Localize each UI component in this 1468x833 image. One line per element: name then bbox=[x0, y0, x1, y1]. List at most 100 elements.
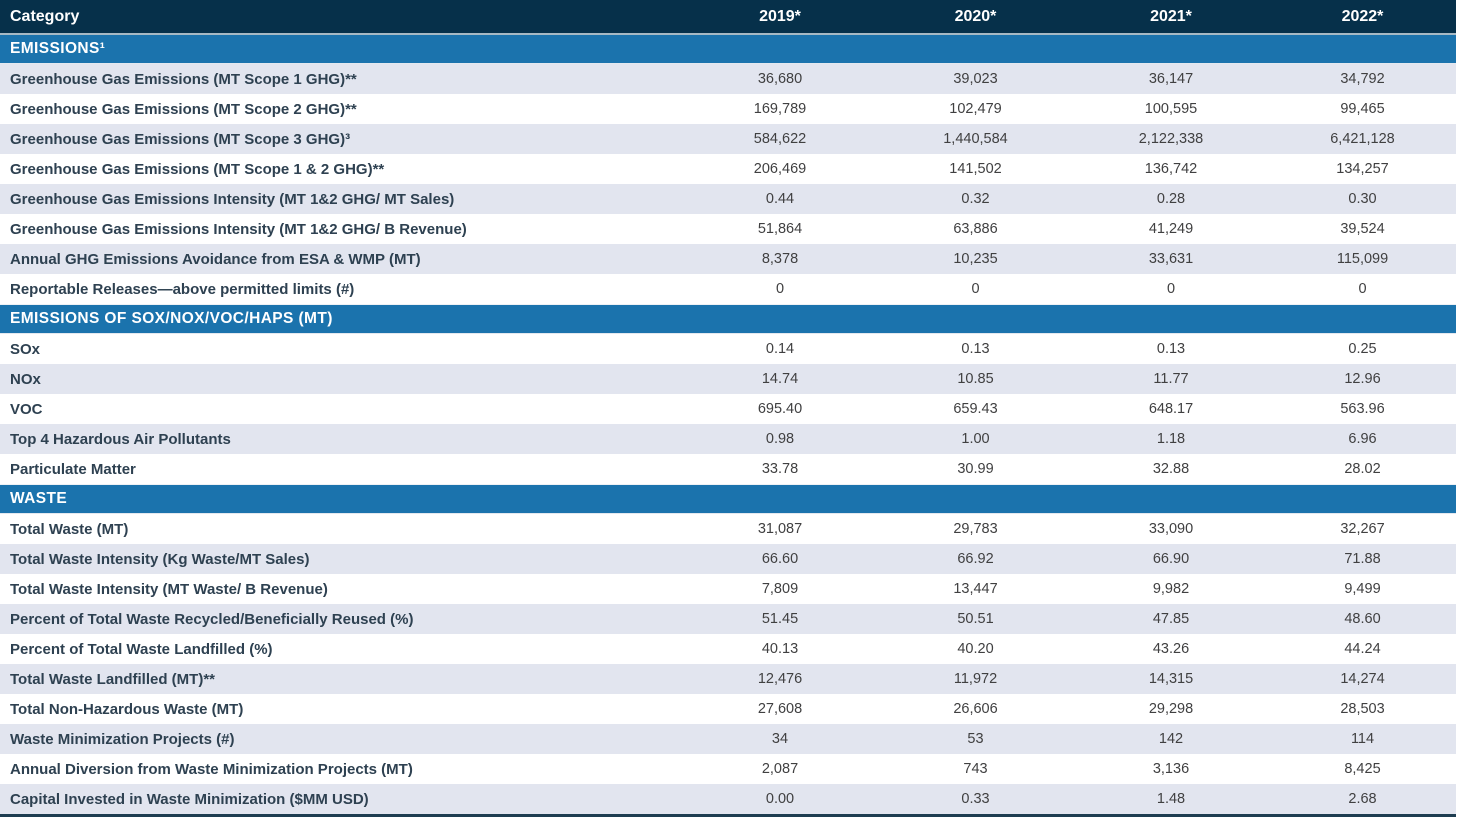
row-value-2021: 9,982 bbox=[1152, 581, 1190, 597]
row-label: Greenhouse Gas Emissions Intensity (MT 1… bbox=[10, 190, 455, 208]
row-value-2022: 114 bbox=[1350, 731, 1375, 747]
table-row: Top 4 Hazardous Air Pollutants 0.98 1.00 1.… bbox=[0, 424, 1456, 454]
row-value-2020: 0.33 bbox=[961, 791, 990, 807]
row-value-2020: 102,479 bbox=[949, 101, 1002, 117]
row-value-2021: 33,631 bbox=[1148, 251, 1194, 267]
section-header-row: WASTE bbox=[0, 484, 1456, 514]
row-value-2022: 71.88 bbox=[1344, 551, 1381, 567]
row-label: VOC bbox=[10, 400, 43, 418]
column-header-year-1: 2019* bbox=[759, 7, 801, 25]
row-value-2019: 51,864 bbox=[757, 221, 803, 237]
row-value-2022: 0 bbox=[1358, 281, 1367, 297]
table-row: Total Waste (MT) 31,087 29,783 33,090 32,267 bbox=[0, 514, 1456, 544]
row-value-2020: 0.13 bbox=[961, 341, 990, 357]
row-label: Greenhouse Gas Emissions (MT Scope 3 GHG… bbox=[10, 130, 351, 148]
row-value-2022: 32,267 bbox=[1340, 521, 1385, 537]
row-value-2022: 28,503 bbox=[1340, 701, 1385, 717]
row-value-2021: 41,249 bbox=[1148, 221, 1194, 237]
row-value-2021: 142 bbox=[1158, 731, 1184, 747]
row-value-2022: 0.30 bbox=[1348, 191, 1377, 207]
table-row: Percent of Total Waste Landfilled (%) 40.… bbox=[0, 634, 1456, 664]
row-value-2019: 695.40 bbox=[757, 401, 803, 417]
row-label: Waste Minimization Projects (#) bbox=[10, 730, 235, 748]
row-value-2020: 30.99 bbox=[957, 461, 994, 477]
row-value-2019: 0.98 bbox=[765, 431, 795, 447]
row-value-2019: 27,608 bbox=[757, 701, 803, 717]
row-value-2019: 169,789 bbox=[753, 101, 807, 117]
table-row: Annual Diversion from Waste Minimization… bbox=[0, 754, 1456, 784]
row-value-2019: 0.00 bbox=[765, 791, 795, 807]
row-value-2020: 10,235 bbox=[953, 251, 998, 267]
table-row: Total Waste Intensity (MT Waste/ B Reven… bbox=[0, 574, 1456, 604]
row-value-2021: 11.77 bbox=[1153, 371, 1189, 387]
row-value-2019: 0.14 bbox=[765, 341, 795, 357]
section-title: EMISSIONS OF SOX/NOX/VOC/HAPS (MT) bbox=[10, 310, 333, 327]
row-value-2020: 10.85 bbox=[957, 371, 994, 387]
row-value-2020: 66.92 bbox=[957, 551, 994, 567]
row-value-2019: 14.74 bbox=[761, 371, 799, 387]
row-label: Percent of Total Waste Recycled/Benefici… bbox=[10, 610, 414, 628]
row-label: NOx bbox=[10, 370, 41, 388]
row-value-2019: 40.13 bbox=[761, 641, 799, 657]
row-value-2019: 12,476 bbox=[757, 671, 803, 687]
table-row: Greenhouse Gas Emissions Intensity (MT 1… bbox=[0, 184, 1456, 214]
table-row: VOC 695.40 659.43 648.17 563.96 bbox=[0, 394, 1456, 424]
row-value-2021: 3,136 bbox=[1152, 761, 1190, 777]
row-value-2020: 1.00 bbox=[961, 431, 990, 447]
row-value-2022: 14,274 bbox=[1340, 671, 1385, 687]
row-value-2019: 0 bbox=[775, 281, 785, 297]
table-row: Percent of Total Waste Recycled/Benefici… bbox=[0, 604, 1456, 634]
row-value-2020: 50.51 bbox=[957, 611, 994, 627]
row-value-2021: 43.26 bbox=[1152, 641, 1190, 657]
table-row: Capital Invested in Waste Minimization (… bbox=[0, 784, 1456, 814]
row-value-2021: 33,090 bbox=[1148, 521, 1194, 537]
row-label: Total Waste Landfilled (MT)** bbox=[10, 670, 215, 688]
row-value-2022: 28.02 bbox=[1344, 461, 1381, 477]
row-label: Reportable Releases—above permitted limi… bbox=[10, 280, 355, 298]
row-value-2022: 0.25 bbox=[1348, 341, 1377, 357]
row-value-2022: 48.60 bbox=[1344, 611, 1381, 627]
row-label: Annual GHG Emissions Avoidance from ESA … bbox=[10, 250, 421, 268]
row-value-2020: 0 bbox=[971, 281, 980, 297]
row-value-2019: 8,378 bbox=[761, 251, 799, 267]
row-value-2021: 0 bbox=[1166, 281, 1176, 297]
row-value-2020: 0.32 bbox=[961, 191, 990, 207]
row-label: SOx bbox=[10, 340, 41, 358]
row-value-2021: 14,315 bbox=[1148, 671, 1194, 687]
row-value-2022: 12.96 bbox=[1344, 371, 1381, 387]
table-row: Total Waste Landfilled (MT)** 12,476 11,97… bbox=[0, 664, 1456, 694]
table-row: Total Waste Intensity (Kg Waste/MT Sales… bbox=[0, 544, 1456, 574]
row-value-2022: 44.24 bbox=[1344, 641, 1381, 657]
table-row: Total Non-Hazardous Waste (MT) 27,608 26,6… bbox=[0, 694, 1456, 724]
table-row: Waste Minimization Projects (#) 34 53 142 11… bbox=[0, 724, 1456, 754]
row-value-2022: 563.96 bbox=[1340, 401, 1385, 417]
section-title: WASTE bbox=[10, 490, 68, 507]
row-value-2022: 39,524 bbox=[1340, 221, 1385, 237]
row-value-2020: 743 bbox=[963, 761, 988, 777]
row-value-2022: 115,099 bbox=[1336, 251, 1389, 267]
row-value-2020: 26,606 bbox=[953, 701, 998, 717]
row-value-2019: 584,622 bbox=[753, 131, 807, 147]
column-header-year-3: 2021* bbox=[1150, 7, 1192, 25]
row-label: Total Waste (MT) bbox=[10, 520, 129, 538]
row-label: Total Waste Intensity (Kg Waste/MT Sales… bbox=[10, 550, 310, 568]
row-value-2022: 34,792 bbox=[1340, 71, 1385, 87]
row-label: Capital Invested in Waste Minimization (… bbox=[10, 790, 369, 808]
row-value-2021: 47.85 bbox=[1152, 611, 1190, 627]
row-value-2021: 100,595 bbox=[1144, 101, 1198, 117]
section-header-row: EMISSIONS OF SOX/NOX/VOC/HAPS (MT) bbox=[0, 304, 1456, 334]
row-value-2020: 141,502 bbox=[949, 161, 1002, 177]
row-label: Total Non-Hazardous Waste (MT) bbox=[10, 700, 244, 718]
row-value-2019: 34 bbox=[771, 731, 789, 747]
row-label: Greenhouse Gas Emissions (MT Scope 1 GHG… bbox=[10, 70, 357, 88]
row-value-2020: 39,023 bbox=[953, 71, 998, 87]
table-row: NOx 14.74 10.85 11.77 12.96 bbox=[0, 364, 1456, 394]
row-value-2021: 66.90 bbox=[1152, 551, 1190, 567]
row-value-2019: 2,087 bbox=[761, 761, 799, 777]
row-value-2022: 99,465 bbox=[1340, 101, 1385, 117]
row-value-2021: 136,742 bbox=[1144, 161, 1198, 177]
row-value-2021: 0.13 bbox=[1156, 341, 1186, 357]
row-value-2019: 206,469 bbox=[753, 161, 807, 177]
table-row: Greenhouse Gas Emissions Intensity (MT 1… bbox=[0, 214, 1456, 244]
row-value-2019: 7,809 bbox=[761, 581, 799, 597]
